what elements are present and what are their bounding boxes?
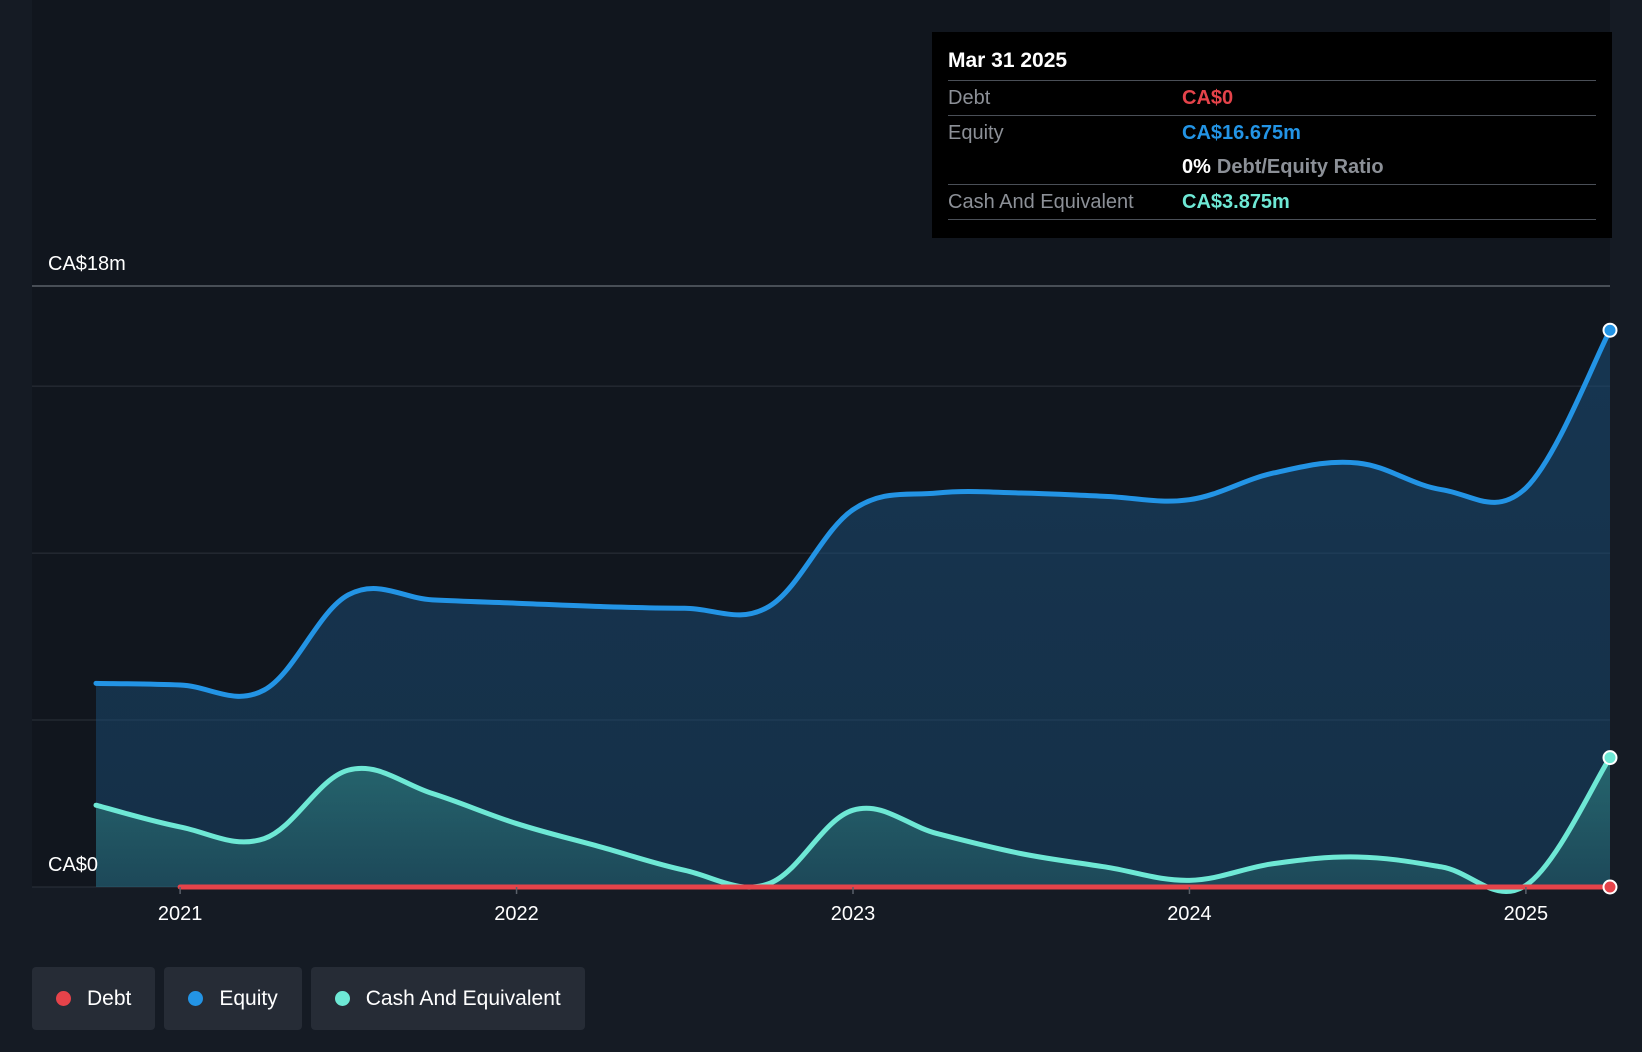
cash-dot-icon — [334, 991, 350, 1006]
tooltip-equity-row: Equity CA$16.675m — [948, 116, 1596, 150]
tooltip-ratio-percent: 0% — [1182, 156, 1211, 178]
line-layer — [93, 327, 1613, 894]
cash-line — [93, 755, 1613, 894]
x-tick-label: 2024 — [1167, 903, 1212, 925]
equity-dot-icon — [188, 991, 204, 1006]
tooltip-ratio-label: Debt/Equity Ratio — [1216, 156, 1384, 178]
tooltip-ratio-row: 0% Debt/Equity Ratio — [948, 150, 1596, 185]
tooltip-debt-row: Debt CA$0 — [948, 81, 1596, 116]
tooltip-equity-label: Equity — [948, 122, 1004, 144]
x-tick-label: 2021 — [158, 903, 203, 925]
tooltip-cash-value: CA$3.875m — [1182, 191, 1290, 213]
x-axis: 2021 2022 2023 2024 2025 — [158, 887, 1548, 925]
legend-label-cash: Cash And Equivalent — [365, 986, 561, 1010]
tooltip: Mar 31 2025 Debt CA$0 Equity CA$16.675m … — [932, 32, 1612, 238]
y-axis-top-label: CA$18m — [48, 253, 126, 275]
y-axis-bottom-label: CA$0 — [48, 854, 98, 876]
debt-dot-icon — [56, 991, 71, 1006]
equity-line — [93, 327, 1613, 699]
tooltip-ratio-value: 0% Debt/Equity Ratio — [1182, 150, 1384, 184]
cash-latest-point — [1602, 750, 1618, 766]
legend-label-debt: Debt — [87, 986, 132, 1010]
legend: Debt Equity Cash And Equivalent — [32, 967, 585, 1030]
legend-item-cash[interactable]: Cash And Equivalent — [310, 967, 585, 1030]
point-layer — [1602, 322, 1618, 895]
tooltip-equity-value: CA$16.675m — [1182, 122, 1301, 144]
equity-latest-point — [1602, 322, 1618, 338]
cash-area — [96, 757, 1610, 892]
legend-item-debt[interactable]: Debt — [32, 967, 156, 1030]
area-layer — [96, 330, 1610, 892]
x-tick-label: 2025 — [1504, 903, 1549, 925]
legend-label-equity: Equity — [219, 986, 278, 1010]
tooltip-cash-row: Cash And Equivalent CA$3.875m — [948, 185, 1596, 220]
tooltip-debt-label: Debt — [948, 87, 991, 109]
debt-latest-point — [1602, 879, 1618, 895]
x-tick-label: 2022 — [494, 903, 539, 925]
equity-area — [96, 330, 1610, 888]
legend-item-equity[interactable]: Equity — [164, 967, 302, 1030]
tooltip-cash-label: Cash And Equivalent — [948, 191, 1134, 213]
tooltip-debt-value: CA$0 — [1182, 87, 1234, 109]
x-tick-label: 2023 — [831, 903, 876, 925]
tooltip-date: Mar 31 2025 — [948, 46, 1596, 81]
